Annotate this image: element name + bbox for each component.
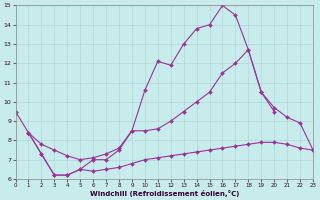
X-axis label: Windchill (Refroidissement éolien,°C): Windchill (Refroidissement éolien,°C)	[90, 190, 239, 197]
